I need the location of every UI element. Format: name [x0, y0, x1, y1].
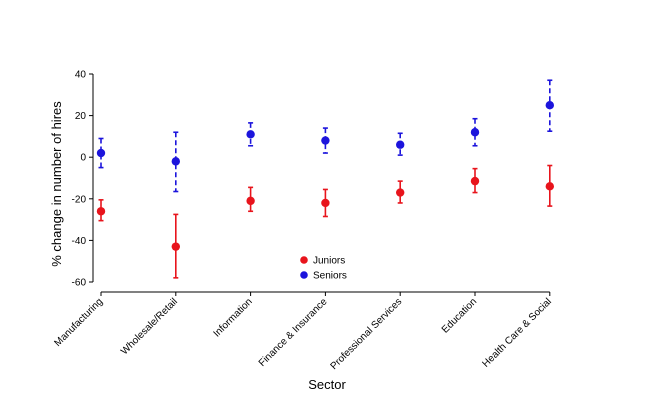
x-axis: Manufacturing Wholesale/Retail Information… — [53, 291, 554, 372]
legend-label-0: Juniors — [313, 256, 345, 267]
legend: Juniors Seniors — [300, 256, 347, 282]
x-tick-label-5: Education — [440, 296, 479, 335]
y-tick-label-4: -40 — [72, 236, 87, 247]
point-0-5 — [470, 176, 480, 186]
point-0-2 — [246, 196, 255, 206]
y-axis-title: % change in number of hires — [49, 101, 64, 267]
point-1-5 — [470, 128, 480, 137]
x-tick-label-6: Health Care & Social — [481, 296, 554, 369]
point-0-0 — [96, 207, 106, 216]
x-tick-label-0: Manufacturing — [53, 296, 106, 349]
point-1-2 — [246, 130, 255, 139]
y-tick-label-0: 40 — [75, 70, 87, 81]
point-1-3 — [321, 136, 330, 145]
y-tick-label-2: 0 — [80, 153, 86, 164]
point-0-3 — [321, 198, 330, 208]
x-tick-label-2: Information — [212, 296, 255, 339]
point-0-1 — [171, 242, 180, 251]
point-0-6 — [545, 182, 554, 191]
point-1-0 — [96, 148, 106, 158]
y-tick-label-3: -20 — [72, 194, 87, 205]
legend-marker-1 — [300, 271, 308, 279]
point-1-1 — [171, 157, 180, 166]
x-tick-label-1: Wholesale/Retail — [119, 296, 180, 357]
plot-area — [96, 79, 554, 279]
point-1-6 — [545, 101, 554, 110]
legend-label-1: Seniors — [313, 271, 347, 282]
x-tick-label-4: Professional Services — [329, 296, 405, 372]
y-tick-label-1: 20 — [75, 111, 87, 122]
y-tick-label-5: -60 — [72, 278, 87, 289]
x-axis-title: Sector — [308, 377, 346, 392]
point-1-4 — [396, 140, 405, 149]
legend-marker-0 — [300, 256, 308, 264]
series-0 — [96, 164, 554, 279]
x-tick-label-3: Finance & Insurance — [257, 296, 330, 369]
series-1 — [96, 79, 554, 193]
y-axis: 40 20 0 -20 -40 -60 — [72, 70, 94, 289]
point-0-4 — [396, 188, 405, 197]
